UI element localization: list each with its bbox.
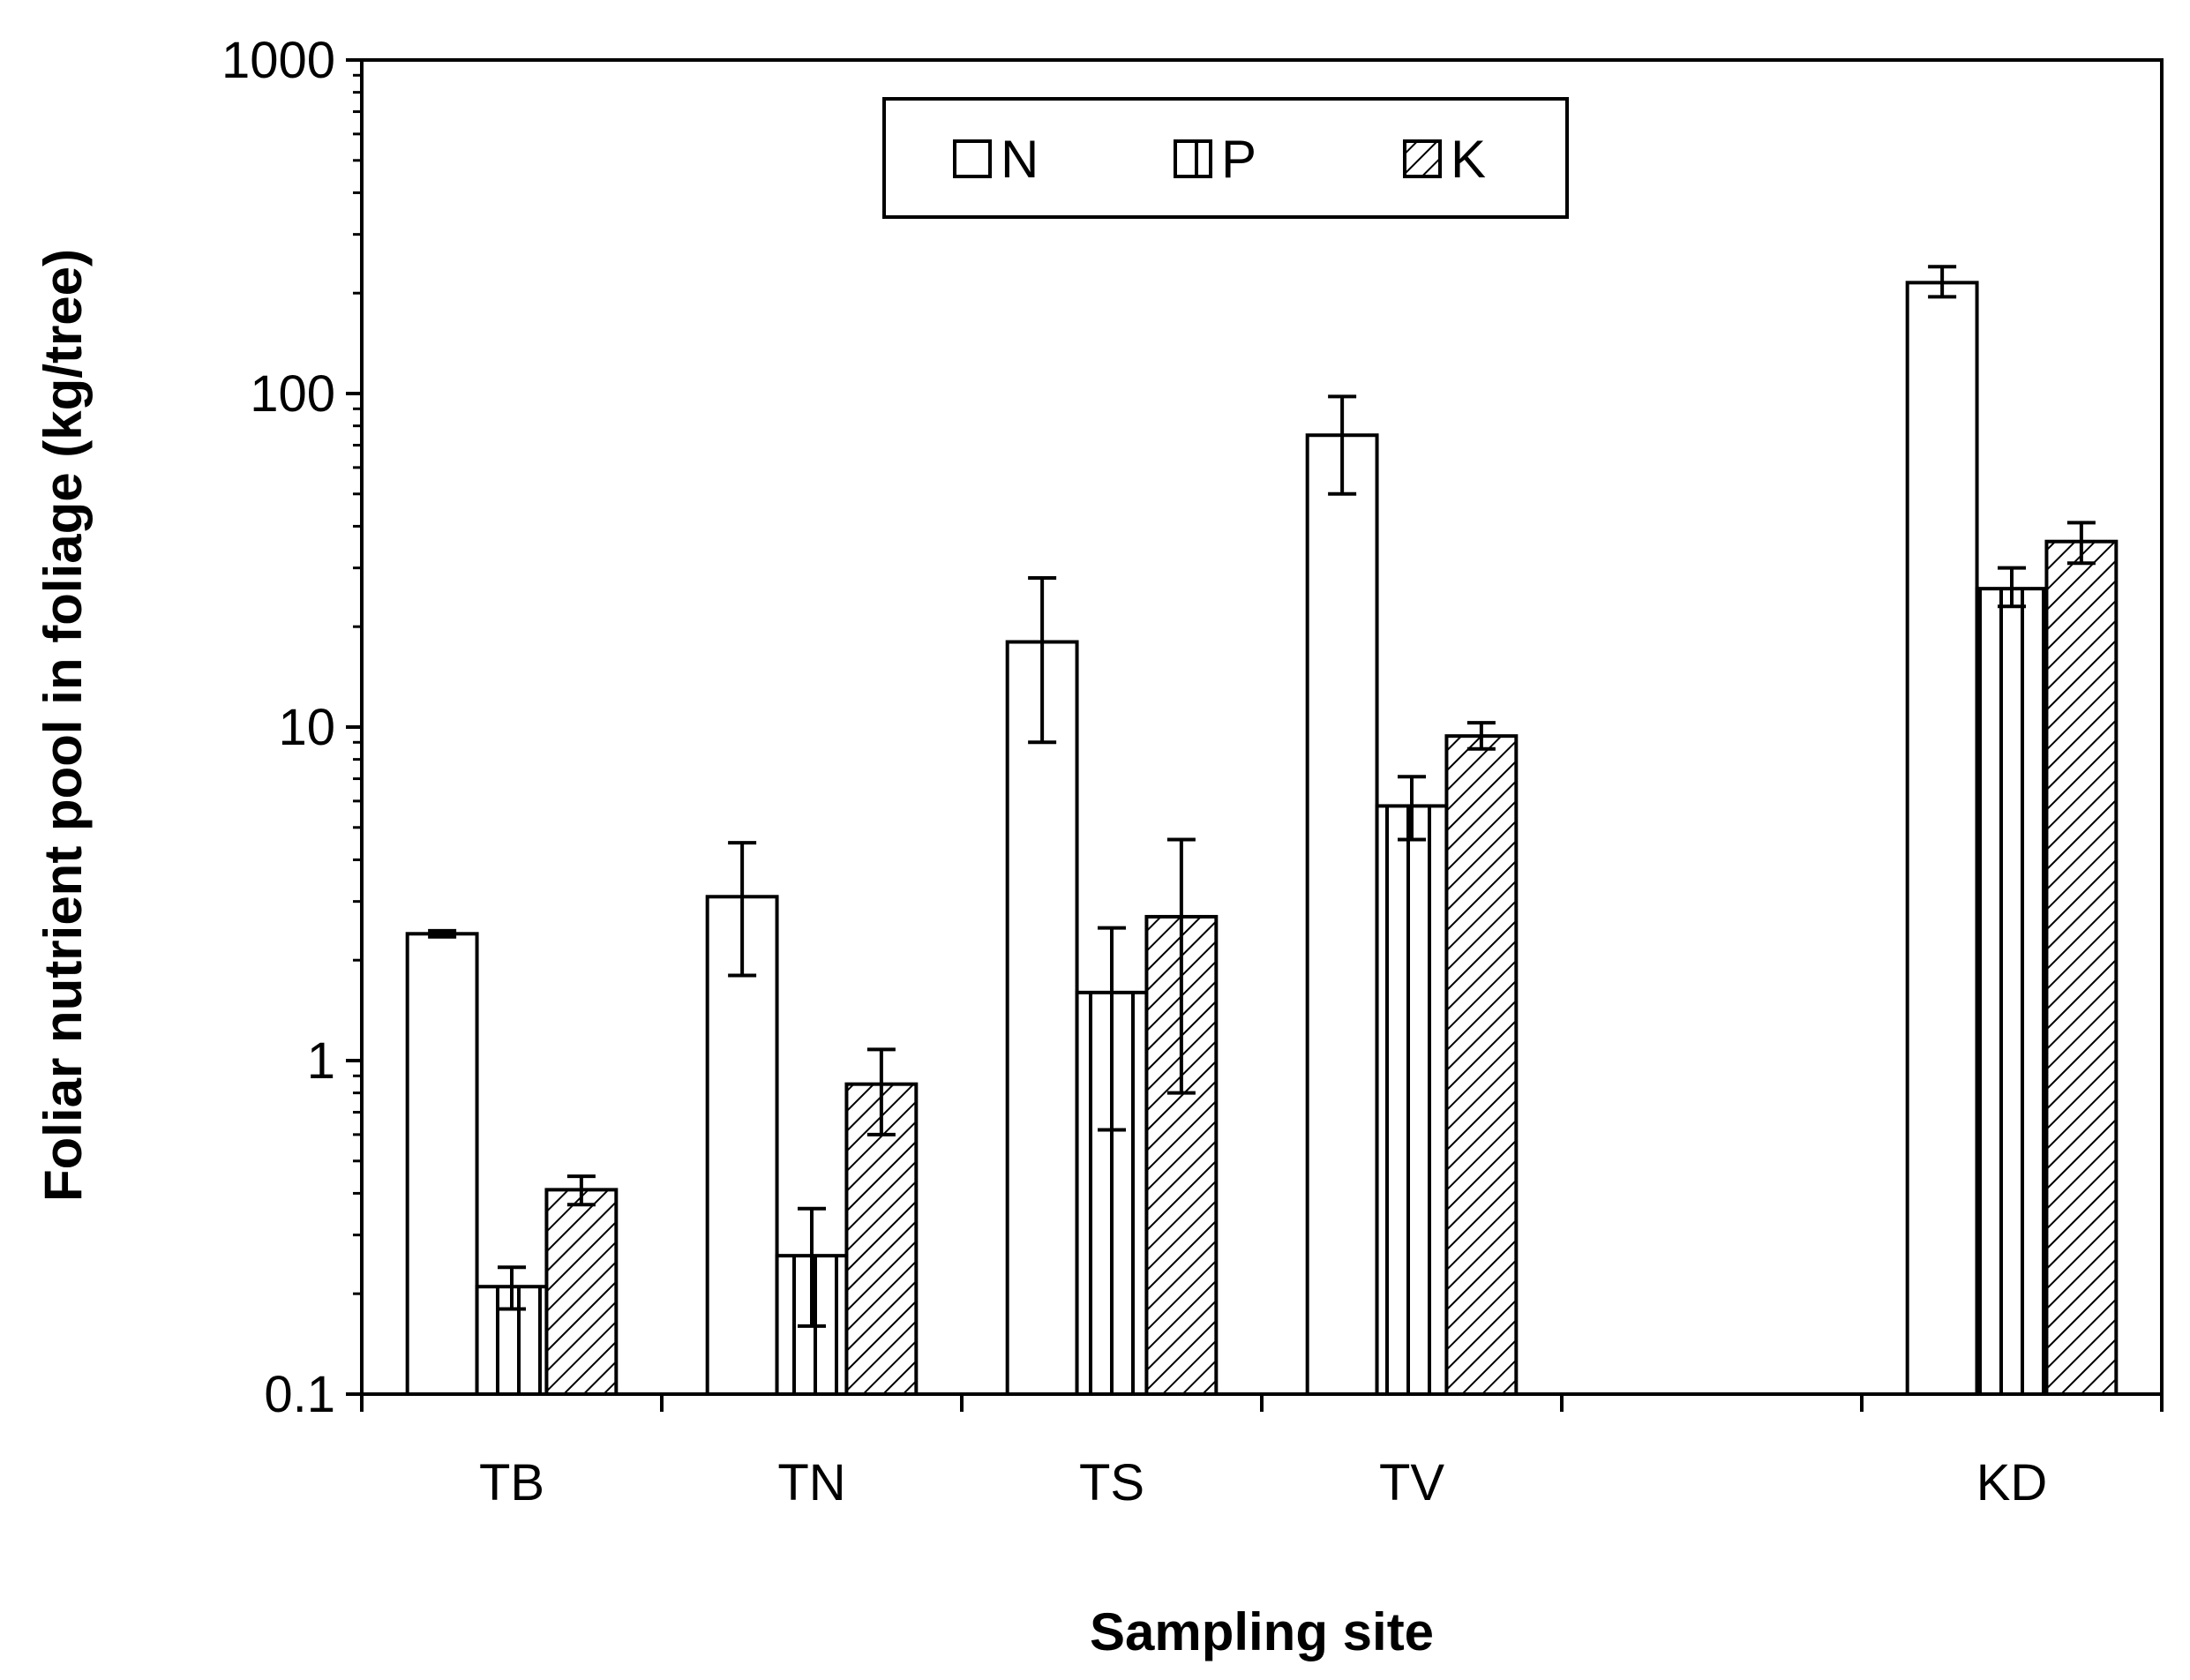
legend-label: N [1001,130,1039,189]
y-tick-label: 0.1 [264,1366,335,1423]
error-bars [428,265,2096,1328]
x-axis: TB TN TS TV KD [360,1394,2164,1511]
error-bar-P-TN [798,1206,826,1328]
bar-N-TS [1005,640,1079,1396]
legend-item-P: P [1174,130,1256,189]
bars [405,281,2119,1397]
x-tick-label: TV [1379,1454,1444,1511]
bar-P-TV [1375,804,1449,1396]
legend-swatch [953,139,992,178]
error-bar-N-TV [1328,394,1357,496]
y-tick-label: 1000 [221,32,335,89]
bar-K-TV [1444,734,1519,1396]
error-bar-K-KD [2066,521,2096,566]
error-bar-P-TV [1398,775,1426,842]
legend-swatch [1174,139,1212,178]
plot-area [360,58,2164,1396]
legend-label: P [1221,130,1256,189]
legend-item-N: N [953,130,1039,189]
error-bar-N-TB [428,928,457,939]
y-tick-label: 10 [278,699,335,756]
y-tick-label: 1 [307,1032,335,1090]
y-axis: 0.1 1 10 100 1000 [221,32,362,1423]
y-tick-label: 100 [250,365,335,423]
error-bar-K-TN [866,1047,896,1136]
legend-item-K: K [1403,130,1486,189]
error-bar-P-TS [1098,926,1126,1132]
x-tick-label: TS [1079,1454,1144,1511]
bar-N-TB [405,932,479,1396]
x-tick-label: TN [777,1454,845,1511]
error-bar-K-TB [566,1174,596,1207]
bar-P-KD [1975,587,2049,1396]
legend-label: K [1451,130,1486,189]
error-bar-N-KD [1928,265,1957,299]
bar-K-KD [2044,539,2119,1396]
error-bar-K-TS [1166,837,1196,1095]
legend-box [882,97,1569,219]
legend-swatch [1403,139,1442,178]
bar-N-TV [1305,433,1379,1397]
x-axis-title: Sampling site [1090,1602,1434,1661]
error-bar-K-TV [1466,721,1496,751]
y-axis-title: Foliar nutrient pool in foliage (kg/tree… [34,249,93,1202]
error-bar-N-TN [728,841,757,978]
bar-N-KD [1905,281,1979,1396]
error-bar-N-TS [1028,575,1057,745]
x-tick-label: TB [479,1454,544,1511]
bar-K-TB [544,1188,619,1396]
error-bar-P-KD [1998,566,2026,609]
x-tick-label: KD [1976,1454,2048,1511]
error-bar-P-TB [498,1265,526,1311]
